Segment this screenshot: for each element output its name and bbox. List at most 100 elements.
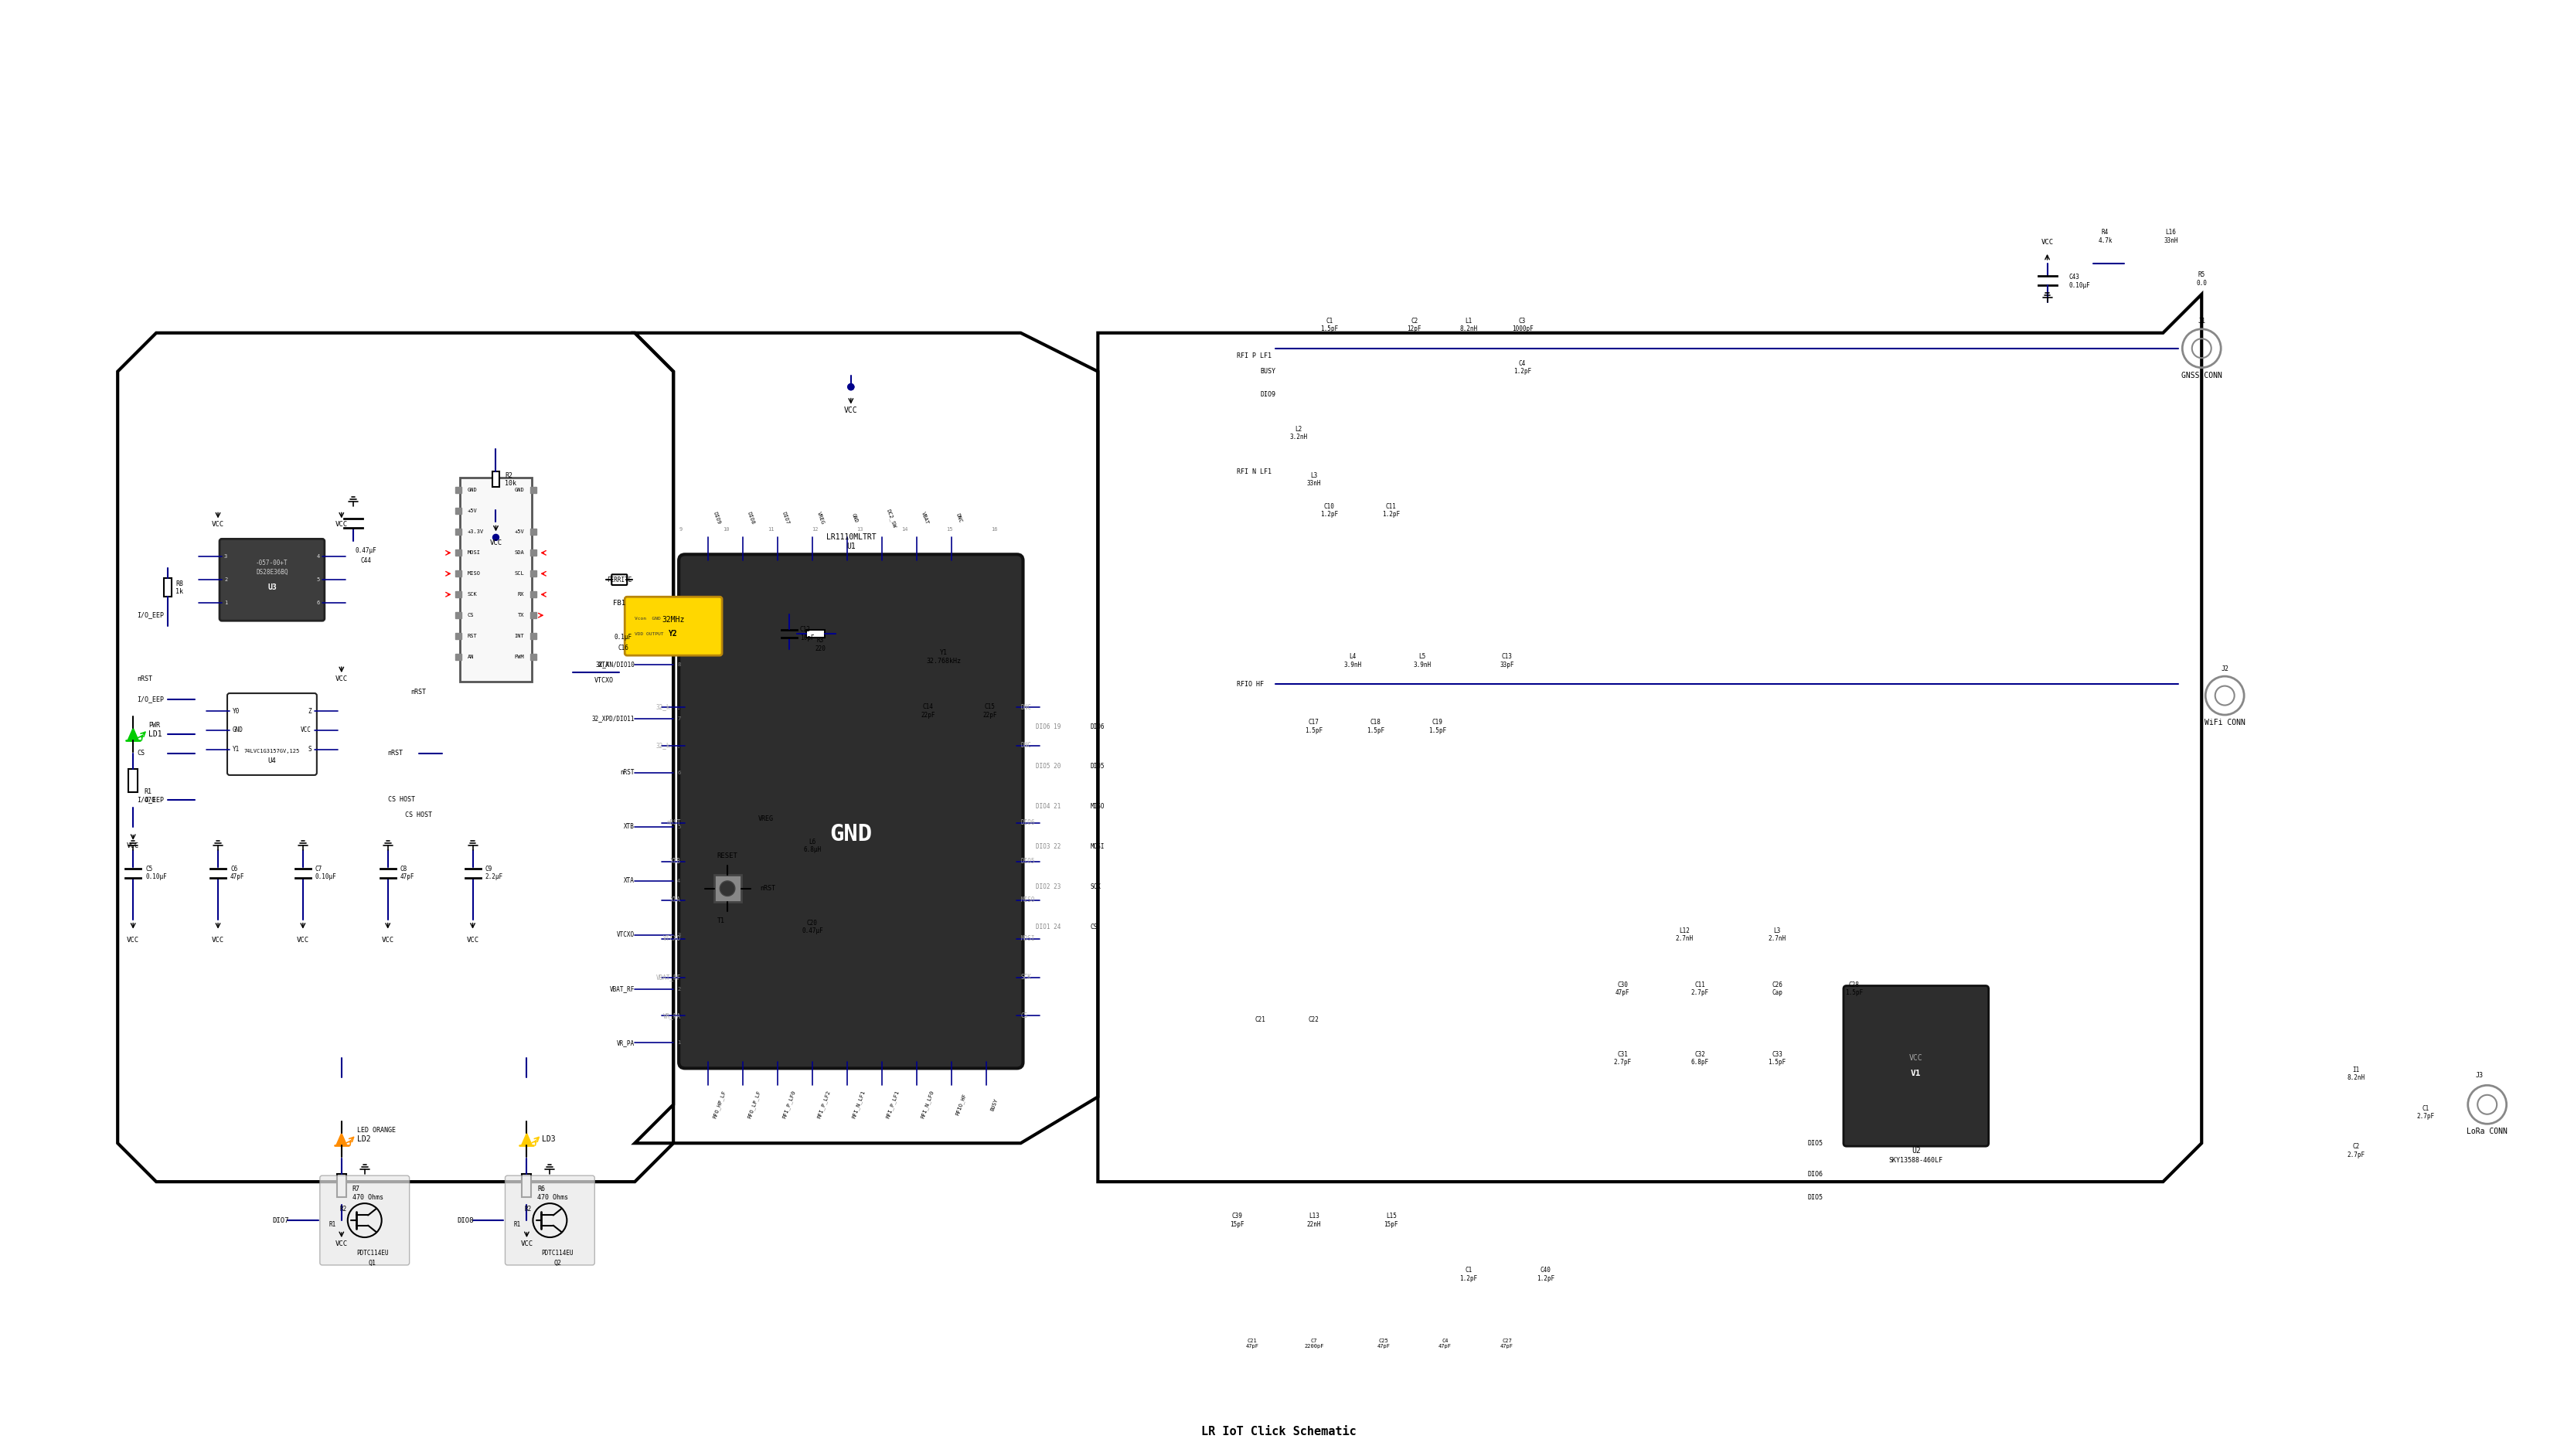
Text: DIO4 21: DIO4 21 (1036, 804, 1061, 810)
Text: C8
47pF: C8 47pF (399, 865, 414, 881)
Text: INT: INT (514, 633, 524, 639)
Text: nRST: nRST (667, 820, 680, 827)
Text: VREG: VREG (816, 511, 826, 526)
Text: C21: C21 (1255, 1016, 1266, 1024)
Text: RX: RX (519, 593, 524, 597)
Text: 6: 6 (678, 770, 680, 775)
Text: DIO5: DIO5 (1808, 1194, 1823, 1201)
Text: LD2: LD2 (358, 1136, 371, 1143)
Bar (713, 875, 742, 903)
Text: 74LVC1G3157GV,125: 74LVC1G3157GV,125 (243, 748, 299, 753)
Bar (128, 769, 138, 792)
Text: LR IoT Click Schematic: LR IoT Click Schematic (1202, 1425, 1355, 1437)
Text: AN: AN (468, 655, 473, 660)
Text: C7
0.10μF: C7 0.10μF (315, 865, 338, 881)
Text: 4: 4 (317, 555, 320, 559)
Bar (338, 1174, 345, 1197)
Text: 14: 14 (903, 527, 908, 531)
Text: C33
1.5pF: C33 1.5pF (1769, 1051, 1785, 1066)
Text: DIO7: DIO7 (782, 511, 790, 526)
Text: C39
15pF: C39 15pF (1230, 1213, 1243, 1227)
Text: C15
22pF: C15 22pF (982, 703, 997, 718)
Text: DIO6: DIO6 (1020, 820, 1036, 827)
Text: 12: 12 (813, 527, 818, 531)
FancyBboxPatch shape (320, 1175, 409, 1265)
Text: U2: U2 (1913, 1147, 1920, 1155)
Text: CS HOST: CS HOST (389, 796, 414, 804)
Text: C2
12pF: C2 12pF (1406, 317, 1422, 332)
Text: Y1
32.768kHz: Y1 32.768kHz (926, 649, 961, 664)
Text: L6
6.8μH: L6 6.8μH (803, 839, 821, 853)
Text: VDD OUTPUT: VDD OUTPUT (634, 632, 665, 636)
Text: RST: RST (468, 633, 478, 639)
Text: DC2_SW: DC2_SW (885, 508, 898, 529)
Text: DNC: DNC (1020, 743, 1030, 750)
Text: MISO: MISO (1089, 804, 1105, 810)
Text: VBAT: VBAT (921, 511, 928, 526)
Text: L5
3.9nH: L5 3.9nH (1414, 654, 1432, 668)
Text: C17
1.5pF: C17 1.5pF (1304, 719, 1322, 734)
Text: VCC: VCC (488, 539, 501, 546)
Text: L12
2.7nH: L12 2.7nH (1675, 927, 1693, 942)
Text: DIO6: DIO6 (1089, 724, 1105, 729)
Text: DIO6: DIO6 (1808, 1171, 1823, 1178)
Text: GND: GND (851, 513, 859, 524)
Text: VCC: VCC (335, 676, 348, 681)
Text: VR_PA: VR_PA (616, 1040, 634, 1047)
Text: 32MHz: 32MHz (662, 616, 685, 623)
Text: C4
47pF: C4 47pF (1440, 1338, 1452, 1348)
Text: DIO5: DIO5 (1020, 858, 1036, 865)
Text: I/O_EEP: I/O_EEP (138, 696, 164, 703)
Text: XTA: XTA (624, 878, 634, 884)
Text: J3: J3 (2475, 1072, 2483, 1079)
FancyBboxPatch shape (624, 597, 721, 655)
Text: RFI_P_LF0: RFI_P_LF0 (782, 1089, 795, 1120)
Text: I/O_EEP: I/O_EEP (138, 612, 164, 617)
Text: V1: V1 (1910, 1070, 1920, 1077)
Text: VCC: VCC (1910, 1054, 1923, 1061)
Bar (805, 630, 826, 638)
Text: R3
220: R3 220 (816, 638, 826, 652)
Text: DIO9: DIO9 (711, 511, 721, 526)
Text: VTCXO: VTCXO (616, 932, 634, 938)
Text: VCC: VCC (128, 936, 138, 943)
Text: VBAT_RF: VBAT_RF (609, 986, 634, 993)
Text: L13
22nH: L13 22nH (1307, 1213, 1322, 1227)
Text: nRST: nRST (138, 676, 153, 681)
Text: CS: CS (138, 750, 146, 757)
Bar (522, 1174, 532, 1197)
Text: C43
0.10μF: C43 0.10μF (2069, 274, 2089, 288)
Text: C11
1.2pF: C11 1.2pF (1383, 502, 1401, 518)
Text: GND: GND (468, 488, 478, 492)
Text: 32_XN/DIO10: 32_XN/DIO10 (596, 661, 634, 668)
Text: 7: 7 (678, 716, 680, 721)
Text: XTA: XTA (670, 897, 680, 904)
FancyBboxPatch shape (611, 575, 626, 585)
Text: C44: C44 (361, 558, 371, 563)
Text: Z: Z (307, 708, 312, 715)
Circle shape (721, 881, 734, 895)
Text: MOSI: MOSI (1089, 843, 1105, 850)
Text: VTCXO: VTCXO (593, 677, 614, 684)
FancyBboxPatch shape (1844, 986, 1989, 1146)
Text: 9: 9 (680, 527, 683, 531)
Text: C1
2.7pF: C1 2.7pF (2416, 1105, 2434, 1120)
Text: 32_XPD/DIO11: 32_XPD/DIO11 (591, 715, 634, 722)
Circle shape (494, 534, 499, 540)
Text: C20
0.47μF: C20 0.47μF (800, 920, 823, 935)
Text: CS: CS (1020, 1012, 1028, 1019)
Text: 32_k...: 32_k... (657, 743, 680, 750)
Text: 16: 16 (992, 527, 997, 531)
Text: MISO: MISO (468, 571, 481, 577)
Text: C10
1.2pF: C10 1.2pF (1319, 502, 1337, 518)
Text: VCC: VCC (465, 936, 478, 943)
Text: C18
1.5pF: C18 1.5pF (1368, 719, 1386, 734)
Text: VCC: VCC (302, 727, 312, 734)
Text: J1: J1 (2199, 317, 2207, 325)
Text: Y1: Y1 (233, 745, 240, 753)
Text: L2
3.2nH: L2 3.2nH (1289, 425, 1307, 441)
Text: 2: 2 (225, 578, 228, 582)
Text: VREG: VREG (759, 815, 775, 823)
Text: I1
8.2nH: I1 8.2nH (2347, 1066, 2365, 1082)
Text: C9
2.2μF: C9 2.2μF (486, 865, 504, 881)
